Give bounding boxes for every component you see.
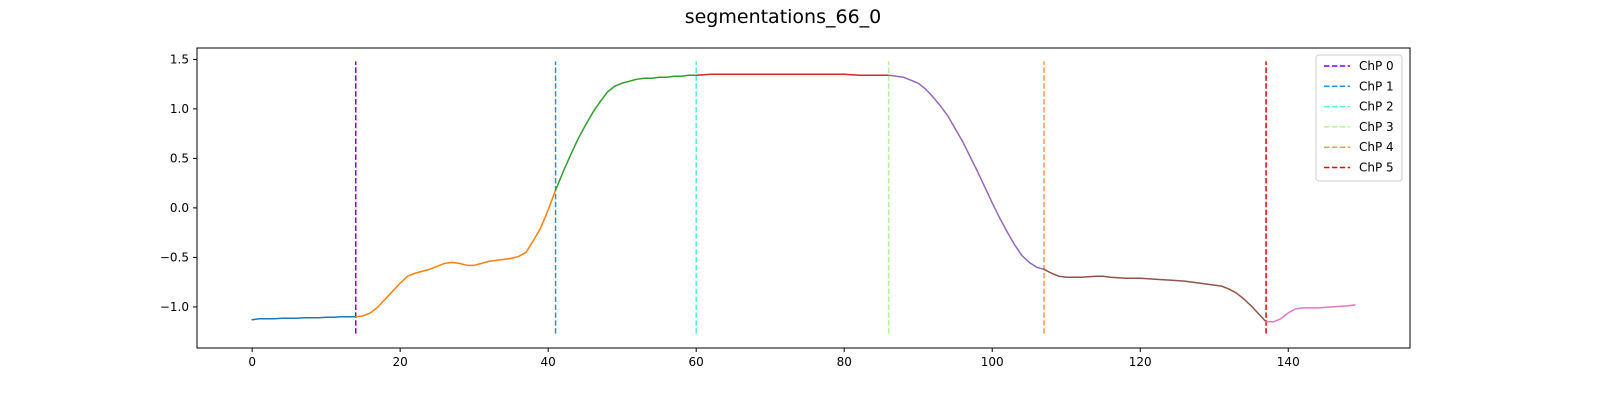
segment-line-2 — [554, 74, 697, 191]
y-tick-label: −0.5 — [160, 250, 189, 264]
legend-label-0: ChP 0 — [1359, 59, 1394, 73]
x-tick-label: 80 — [837, 355, 852, 369]
x-tick-label: 60 — [689, 355, 704, 369]
x-tick-label: 120 — [1129, 355, 1152, 369]
chart-title: segmentations_66_0 — [685, 6, 882, 28]
x-tick-label: 100 — [981, 355, 1004, 369]
x-tick-label: 40 — [541, 355, 556, 369]
segment-line-5 — [1043, 268, 1267, 323]
segment-line-3 — [695, 73, 890, 76]
data-series — [251, 73, 1356, 323]
segment-line-4 — [887, 74, 1045, 271]
legend-label-4: ChP 4 — [1359, 140, 1394, 154]
x-tick-label: 20 — [393, 355, 408, 369]
y-axis-ticks: −1.0 −0.5 0.0 0.5 1.0 1.5 — [160, 52, 197, 314]
y-tick-label: −1.0 — [160, 300, 189, 314]
y-tick-label: 1.0 — [170, 102, 189, 116]
x-axis-ticks: 0 20 40 60 80 100 120 140 — [248, 348, 1300, 369]
legend-box — [1315, 54, 1403, 182]
y-tick-label: 0.0 — [170, 201, 189, 215]
legend: ChP 0 ChP 1 ChP 2 ChP 3 ChP 4 ChP 5 — [1315, 54, 1403, 182]
legend-label-2: ChP 2 — [1359, 100, 1394, 114]
plot-frame — [196, 47, 1411, 349]
x-tick-label: 140 — [1277, 355, 1300, 369]
segment-line-0 — [251, 316, 357, 321]
legend-entries: ChP 0 ChP 1 ChP 2 ChP 3 ChP 4 ChP 5 — [1324, 59, 1394, 175]
y-tick-label: 1.5 — [170, 52, 189, 66]
y-tick-label: 0.5 — [170, 151, 189, 165]
x-tick-label: 0 — [248, 355, 256, 369]
changepoint-lines — [354, 61, 1267, 334]
legend-label-1: ChP 1 — [1359, 79, 1394, 93]
legend-label-3: ChP 3 — [1359, 120, 1394, 134]
legend-label-5: ChP 5 — [1359, 161, 1394, 175]
segment-line-1 — [355, 189, 557, 318]
segment-line-6 — [1265, 304, 1356, 323]
